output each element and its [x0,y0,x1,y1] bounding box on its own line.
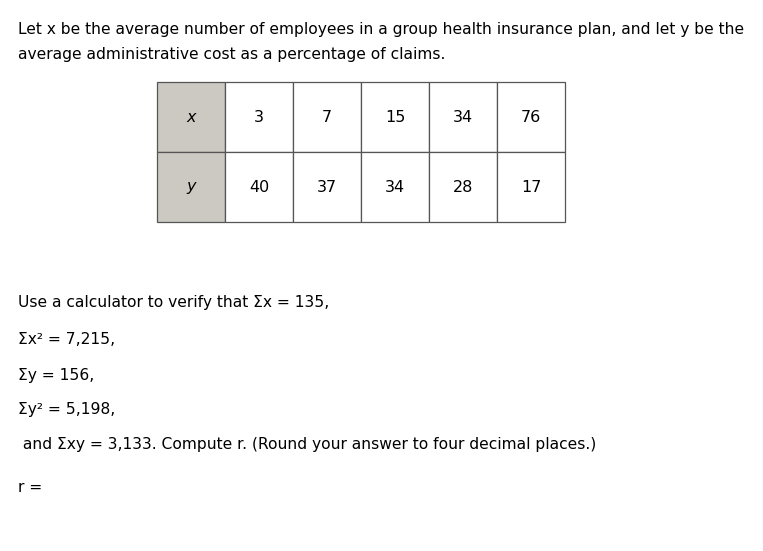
Text: 34: 34 [385,180,405,195]
Bar [157,152,225,222]
Bar [497,82,565,152]
Text: 34: 34 [453,110,473,125]
Bar [293,82,361,152]
Bar [361,82,429,152]
Bar [157,82,225,152]
Text: 37: 37 [317,180,337,195]
Bar [293,152,361,222]
Text: 15: 15 [385,110,405,125]
Text: Let x be the average number of employees in a group health insurance plan, and l: Let x be the average number of employees… [18,22,744,37]
Text: 40: 40 [249,180,269,195]
Text: r =: r = [18,480,42,495]
Text: Use a calculator to verify that Σx = 135,: Use a calculator to verify that Σx = 135… [18,295,330,310]
Bar [497,152,565,222]
Bar [225,152,293,222]
Text: Σy = 156,: Σy = 156, [18,368,95,383]
Bar [429,82,497,152]
Text: 17: 17 [521,180,541,195]
Text: 7: 7 [322,110,332,125]
Text: average administrative cost as a percentage of claims.: average administrative cost as a percent… [18,47,446,62]
Text: Σy² = 5,198,: Σy² = 5,198, [18,402,115,417]
Text: Σx² = 7,215,: Σx² = 7,215, [18,332,115,347]
Bar [361,152,429,222]
Text: y: y [186,180,196,195]
Text: and Σxy = 3,133. Compute r. (Round your answer to four decimal places.): and Σxy = 3,133. Compute r. (Round your … [18,437,596,452]
Text: 28: 28 [452,180,473,195]
Bar [225,82,293,152]
Text: 76: 76 [521,110,541,125]
Bar [429,152,497,222]
Text: 3: 3 [254,110,264,125]
Text: x: x [186,110,196,125]
